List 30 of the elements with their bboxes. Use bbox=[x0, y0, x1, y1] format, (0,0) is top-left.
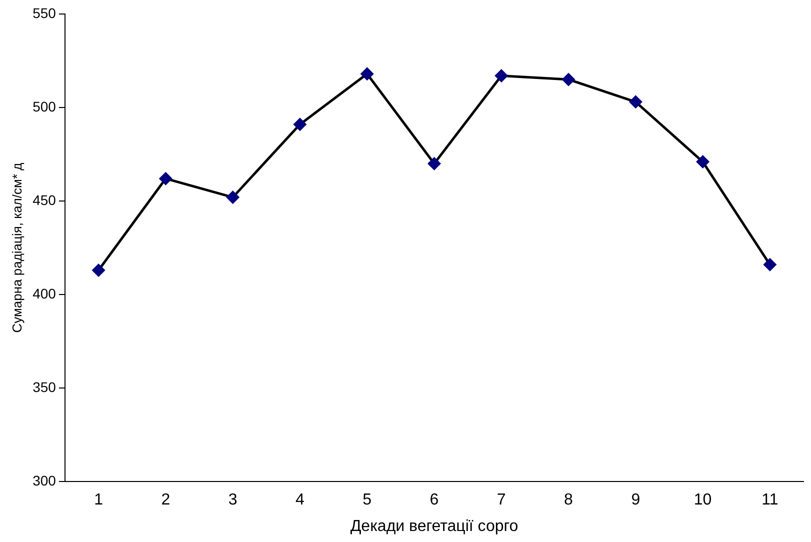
y-tick-label: 350 bbox=[32, 378, 56, 395]
y-tick-label: 400 bbox=[32, 285, 56, 302]
x-tick-label: 4 bbox=[295, 492, 304, 509]
y-tick-label: 450 bbox=[32, 192, 56, 208]
x-tick-label: 11 bbox=[762, 492, 778, 509]
x-tick-label: 9 bbox=[631, 492, 640, 509]
point bbox=[562, 73, 575, 86]
y-tick-label: 500 bbox=[32, 98, 56, 114]
x-tick-label: 2 bbox=[161, 492, 170, 509]
point bbox=[764, 258, 776, 271]
x-tick-label: 1 bbox=[94, 492, 104, 509]
x-tick-label: 10 bbox=[694, 492, 712, 509]
point bbox=[159, 172, 172, 185]
point bbox=[226, 191, 240, 204]
point bbox=[92, 264, 105, 276]
point bbox=[294, 118, 306, 131]
x-tick-label: 5 bbox=[362, 492, 372, 509]
x-tick-label: 7 bbox=[496, 492, 506, 509]
y-tick-label: 550 bbox=[32, 4, 56, 21]
x-tick-label: 6 bbox=[430, 492, 439, 509]
y-tick-label: 300 bbox=[32, 472, 56, 488]
point bbox=[629, 96, 642, 108]
x-tick-label: 8 bbox=[564, 492, 574, 509]
x-axis-title: Декади вегетації сорго bbox=[350, 518, 518, 535]
x-tick-label: 3 bbox=[228, 492, 238, 509]
point bbox=[360, 68, 374, 80]
point bbox=[428, 157, 440, 170]
point bbox=[495, 69, 508, 82]
y-axis-title: Сумарна радіація, кал/см* д bbox=[9, 162, 24, 333]
point bbox=[696, 156, 710, 168]
